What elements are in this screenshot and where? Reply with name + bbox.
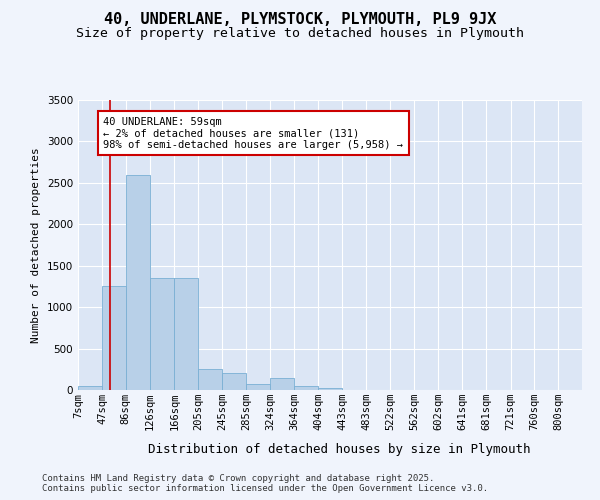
Bar — [126, 174, 150, 390]
Text: 40, UNDERLANE, PLYMSTOCK, PLYMOUTH, PL9 9JX: 40, UNDERLANE, PLYMSTOCK, PLYMOUTH, PL9 … — [104, 12, 496, 28]
Text: 40 UNDERLANE: 59sqm
← 2% of detached houses are smaller (131)
98% of semi-detach: 40 UNDERLANE: 59sqm ← 2% of detached hou… — [103, 116, 403, 150]
Text: Distribution of detached houses by size in Plymouth: Distribution of detached houses by size … — [148, 442, 530, 456]
Bar — [175, 278, 198, 390]
Y-axis label: Number of detached properties: Number of detached properties — [31, 147, 41, 343]
Bar — [78, 386, 102, 390]
Bar — [247, 384, 270, 390]
Text: Contains HM Land Registry data © Crown copyright and database right 2025.: Contains HM Land Registry data © Crown c… — [42, 474, 434, 483]
Bar — [319, 388, 342, 390]
Bar — [222, 374, 246, 390]
Bar — [198, 370, 222, 390]
Text: Size of property relative to detached houses in Plymouth: Size of property relative to detached ho… — [76, 28, 524, 40]
Bar — [102, 286, 125, 390]
Text: Contains public sector information licensed under the Open Government Licence v3: Contains public sector information licen… — [42, 484, 488, 493]
Bar — [150, 278, 174, 390]
Bar — [270, 378, 294, 390]
Bar — [294, 386, 318, 390]
